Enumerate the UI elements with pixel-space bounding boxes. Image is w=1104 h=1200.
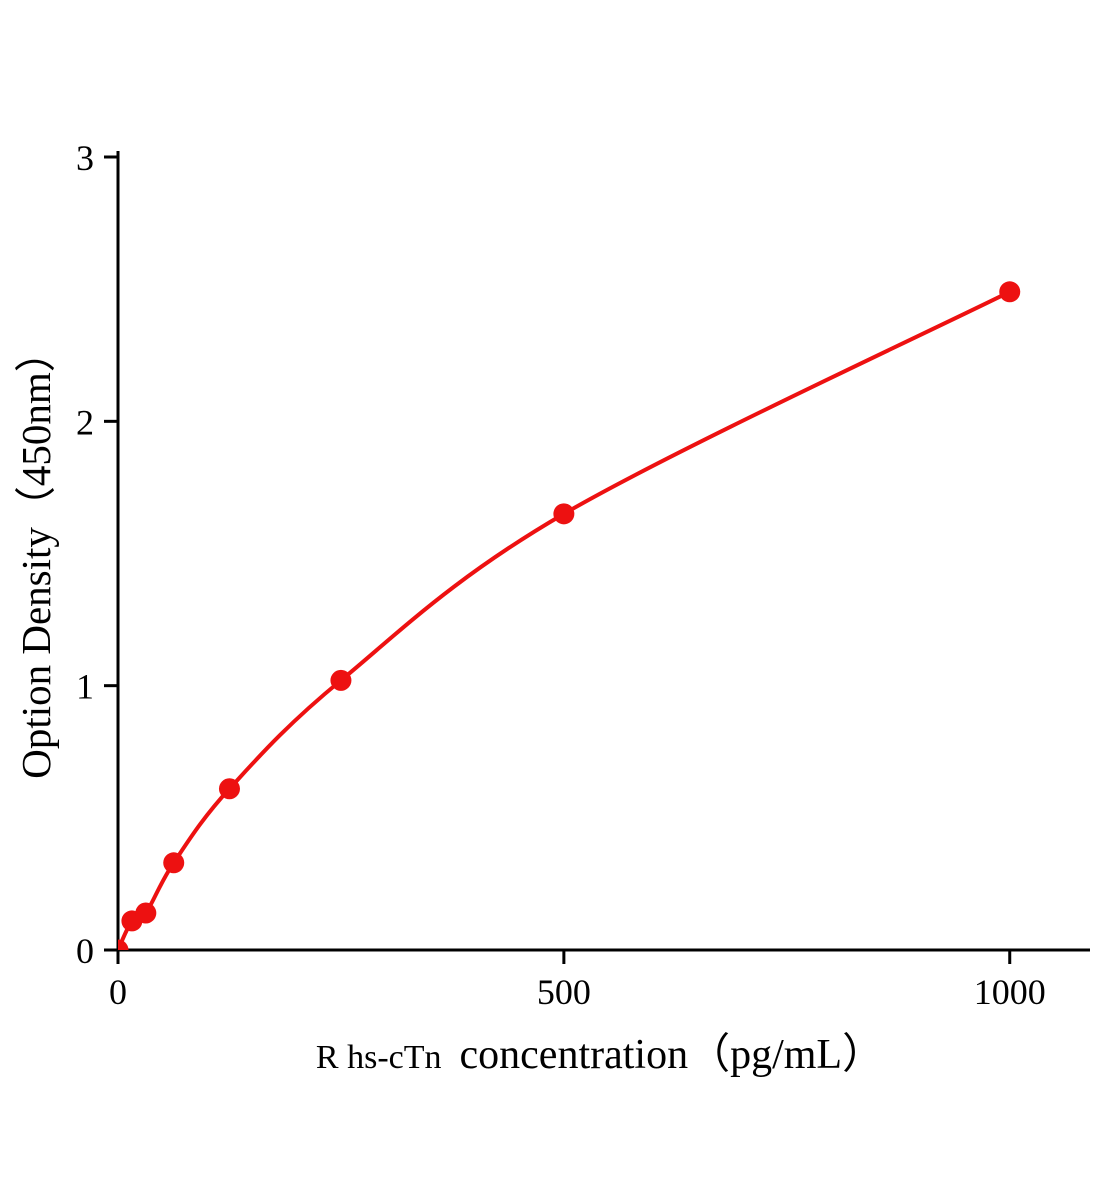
curve-path [118, 289, 1012, 950]
y-tick-label: 3 [76, 138, 94, 178]
x-axis-label: R hs-cTn concentration（pg/mL） [316, 1032, 884, 1078]
data-point [330, 669, 352, 691]
x-axis-label-prefix: R hs-cTn [316, 1039, 442, 1076]
y-tick-label: 1 [76, 667, 94, 707]
data-point [118, 939, 129, 950]
y-axis-label: Option Density（450nm） [13, 331, 59, 779]
x-tick-label: 500 [537, 972, 591, 1012]
y-tick-label: 0 [76, 931, 94, 971]
data-point [999, 281, 1021, 303]
x-tick-label: 0 [109, 972, 127, 1012]
x-axis-label-main: concentration（pg/mL） [460, 1032, 885, 1078]
data-point [135, 902, 157, 924]
x-tick-label: 1000 [974, 972, 1046, 1012]
curve-group [118, 281, 1021, 950]
plot-layer: 0 500 1000 0 1 2 3 [76, 138, 1090, 1012]
data-point [163, 852, 185, 874]
y-tick-label: 2 [76, 402, 94, 442]
data-point [553, 503, 575, 525]
data-point [218, 778, 240, 800]
